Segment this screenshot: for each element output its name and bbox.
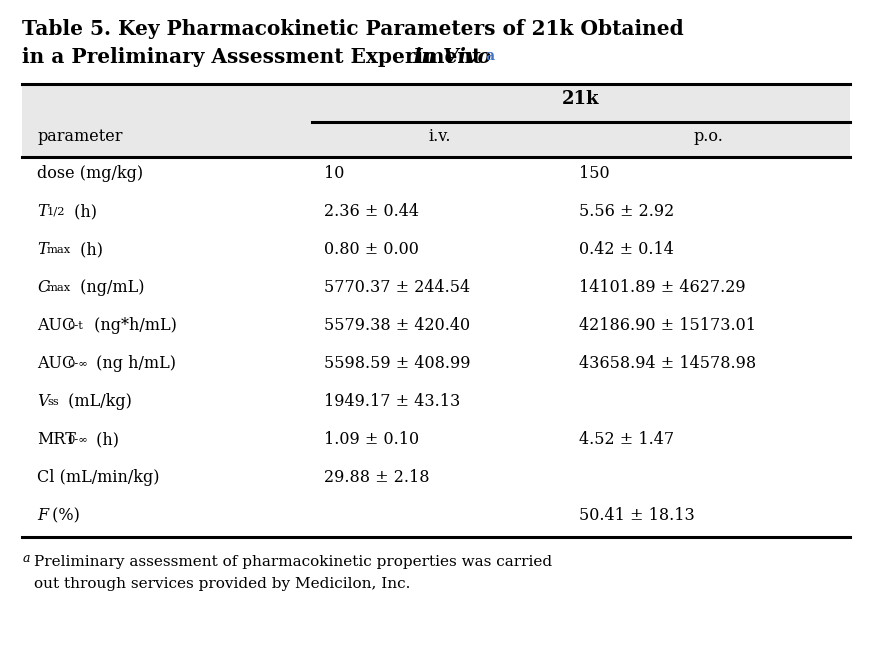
Text: 50.41 ± 18.13: 50.41 ± 18.13 (579, 507, 695, 524)
Text: 5579.38 ± 420.40: 5579.38 ± 420.40 (324, 317, 470, 334)
Text: C: C (37, 279, 49, 296)
Text: MRT: MRT (37, 431, 76, 448)
Text: a: a (485, 49, 494, 63)
Text: 0.42 ± 0.14: 0.42 ± 0.14 (579, 241, 674, 258)
Text: T: T (37, 203, 48, 220)
Text: 43658.94 ± 14578.98: 43658.94 ± 14578.98 (579, 355, 756, 372)
Text: V: V (37, 393, 49, 410)
Text: p.o.: p.o. (693, 128, 724, 145)
Text: (mL/kg): (mL/kg) (63, 393, 132, 410)
Text: (h): (h) (75, 241, 103, 258)
Text: (%): (%) (47, 507, 80, 524)
Text: 21k: 21k (562, 90, 600, 108)
Text: 0-∞: 0-∞ (67, 359, 88, 369)
Text: 150: 150 (579, 165, 610, 182)
Text: F: F (37, 507, 48, 524)
Text: Cl (mL/min/kg): Cl (mL/min/kg) (37, 469, 160, 486)
Text: 1949.17 ± 43.13: 1949.17 ± 43.13 (324, 393, 460, 410)
Text: 1.09 ± 0.10: 1.09 ± 0.10 (324, 431, 419, 448)
Text: AUC: AUC (37, 355, 74, 372)
Text: In Vivo: In Vivo (412, 47, 491, 67)
Text: AUC: AUC (37, 317, 74, 334)
Text: (ng h/mL): (ng h/mL) (91, 355, 176, 372)
Text: 1/2: 1/2 (47, 207, 65, 217)
Text: ss: ss (47, 397, 58, 407)
Text: dose (mg/kg): dose (mg/kg) (37, 165, 143, 182)
Text: Table 5. Key Pharmacokinetic Parameters of 21k Obtained: Table 5. Key Pharmacokinetic Parameters … (22, 19, 684, 39)
Text: (h): (h) (69, 203, 97, 220)
Text: a: a (23, 552, 31, 565)
Text: 0-t: 0-t (67, 321, 83, 331)
Text: i.v.: i.v. (428, 128, 451, 145)
Text: 5598.59 ± 408.99: 5598.59 ± 408.99 (324, 355, 471, 372)
Text: parameter: parameter (37, 128, 122, 145)
Text: max: max (47, 245, 72, 255)
Text: (h): (h) (91, 431, 119, 448)
Text: out through services provided by Medicilon, Inc.: out through services provided by Medicil… (34, 577, 411, 591)
Text: (ng*h/mL): (ng*h/mL) (89, 317, 177, 334)
Text: (ng/mL): (ng/mL) (75, 279, 145, 296)
Text: 42186.90 ± 15173.01: 42186.90 ± 15173.01 (579, 317, 756, 334)
Text: 2.36 ± 0.44: 2.36 ± 0.44 (324, 203, 419, 220)
Text: 29.88 ± 2.18: 29.88 ± 2.18 (324, 469, 430, 486)
Text: max: max (47, 283, 72, 293)
Text: 5.56 ± 2.92: 5.56 ± 2.92 (579, 203, 674, 220)
Text: 0-∞: 0-∞ (67, 435, 88, 445)
Text: T: T (37, 241, 48, 258)
Text: 10: 10 (324, 165, 344, 182)
Text: in a Preliminary Assessment Experiment: in a Preliminary Assessment Experiment (22, 47, 488, 67)
Text: Preliminary assessment of pharmacokinetic properties was carried: Preliminary assessment of pharmacokineti… (34, 555, 552, 569)
Text: 0.80 ± 0.00: 0.80 ± 0.00 (324, 241, 419, 258)
Bar (22, 84, 850, 157)
Text: 14101.89 ± 4627.29: 14101.89 ± 4627.29 (579, 279, 746, 296)
Text: 4.52 ± 1.47: 4.52 ± 1.47 (579, 431, 674, 448)
Text: 5770.37 ± 244.54: 5770.37 ± 244.54 (324, 279, 470, 296)
